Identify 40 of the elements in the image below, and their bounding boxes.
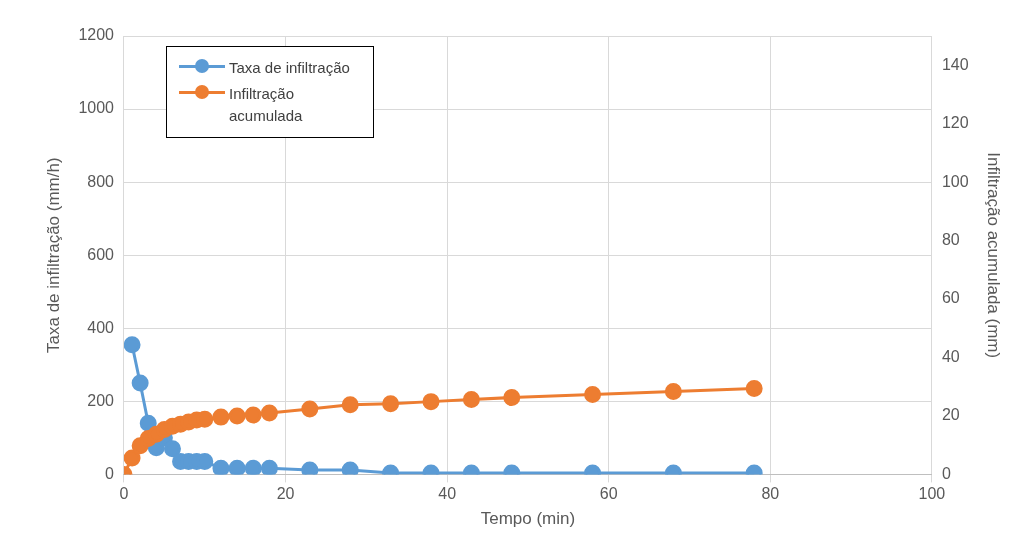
y2-axis-title: Infiltração acumulada (mm) <box>984 152 1004 359</box>
x-tick-label: 100 <box>918 485 946 503</box>
point <box>382 395 400 413</box>
y-axis-title: Taxa de infiltração (mm/h) <box>43 157 63 353</box>
legend-label: Taxa de infiltração <box>228 58 351 78</box>
y-tick-label: 0 <box>105 464 115 482</box>
y2-tick-label: 100 <box>941 172 969 190</box>
point <box>584 386 602 404</box>
point <box>123 449 141 467</box>
y2-tick-label: 140 <box>941 55 969 73</box>
y2-tick-label: 60 <box>941 289 960 307</box>
y-tick-label: 400 <box>87 318 115 336</box>
y2-tick-label: 20 <box>941 406 960 424</box>
point <box>260 404 278 422</box>
x-tick-label: 20 <box>276 485 295 503</box>
y-tick-label: 200 <box>87 391 115 409</box>
point <box>745 379 763 397</box>
y2-tick-label: 0 <box>941 464 951 482</box>
y2-tick-label: 40 <box>941 347 960 365</box>
legend-label: Infiltração acumulada <box>228 84 304 126</box>
point <box>228 407 246 425</box>
point <box>244 406 262 424</box>
y-tick-label: 600 <box>87 245 115 263</box>
point <box>503 389 521 407</box>
y2-tick-label: 80 <box>941 230 960 248</box>
point <box>664 382 682 400</box>
point <box>212 408 230 426</box>
x-tick-label: 60 <box>599 485 618 503</box>
x-tick-label: 80 <box>761 485 780 503</box>
point <box>462 391 480 409</box>
x-axis-title: Tempo (min) <box>480 509 576 529</box>
y-tick-label: 1200 <box>78 26 115 44</box>
y-tick-label: 1000 <box>78 99 115 117</box>
x-tick-label: 40 <box>438 485 457 503</box>
y-tick-label: 800 <box>87 172 115 190</box>
x-tick-label: 0 <box>119 485 129 503</box>
y2-tick-label: 120 <box>941 114 969 132</box>
point <box>341 396 359 414</box>
point <box>301 400 319 418</box>
point <box>422 393 440 411</box>
